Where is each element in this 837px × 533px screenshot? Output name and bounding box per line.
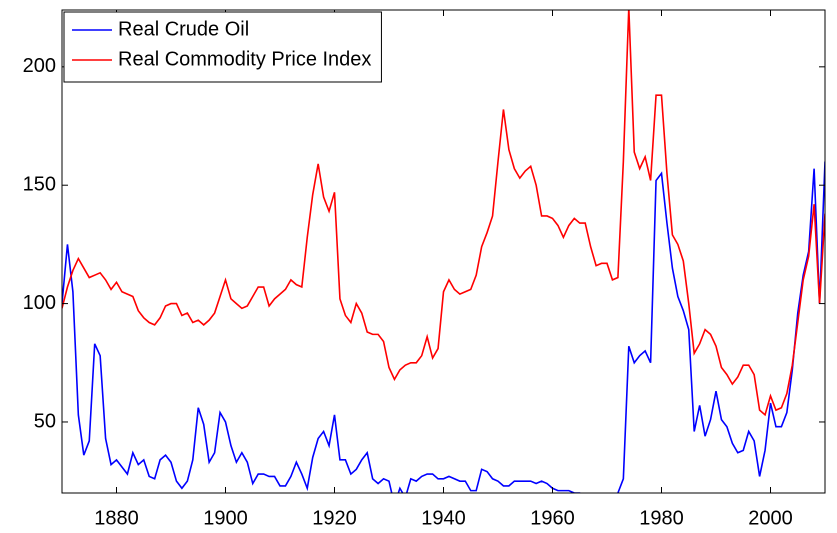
x-tick-label: 1920: [312, 507, 357, 529]
x-tick-label: 1940: [421, 507, 466, 529]
plot-area: [62, 10, 825, 493]
legend-label: Real Crude Oil: [118, 18, 249, 40]
y-tick-label: 50: [34, 410, 56, 432]
y-tick-label: 200: [23, 55, 56, 77]
series-line: [62, 10, 825, 417]
legend-box: [63, 11, 382, 83]
y-tick-label: 150: [23, 173, 56, 195]
y-tick-label: 100: [23, 292, 56, 314]
x-tick-label: 1900: [203, 507, 248, 529]
legend-label: Real Commodity Price Index: [118, 48, 371, 70]
x-tick-label: 1960: [530, 507, 575, 529]
x-tick-label: 1880: [94, 507, 139, 529]
x-tick-label: 1980: [639, 507, 684, 529]
x-tick-label: 2000: [748, 507, 793, 529]
series-line: [62, 161, 825, 493]
